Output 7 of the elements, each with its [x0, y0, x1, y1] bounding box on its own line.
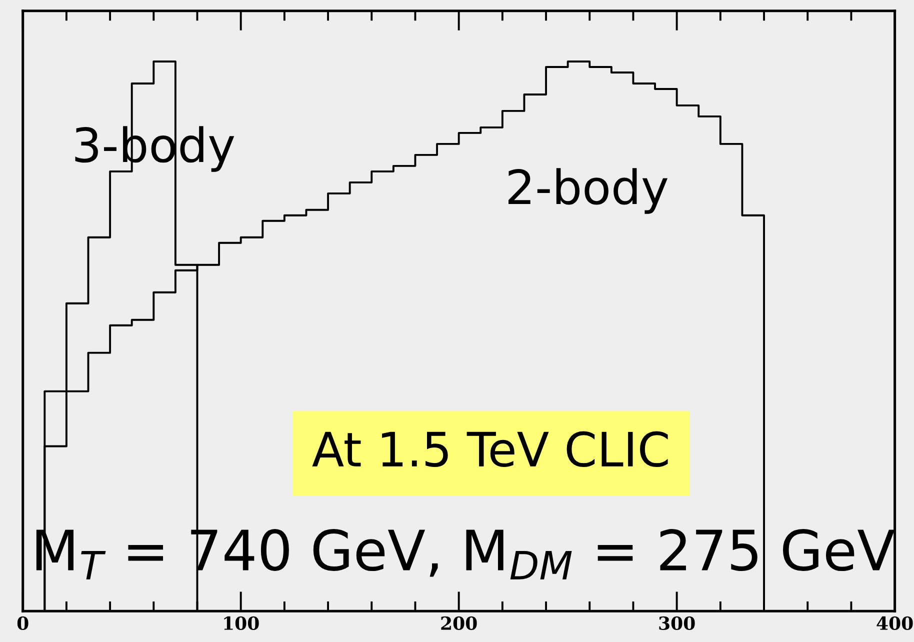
x-tick-label: 100	[224, 616, 259, 630]
x-tick-label: 0	[17, 616, 28, 630]
x-tick-label: 200	[441, 616, 477, 630]
annotation: At 1.5 TeV CLIC	[312, 431, 668, 468]
x-tick-label: 300	[659, 616, 695, 630]
series-label: 2-body	[508, 168, 668, 214]
x-tick-label: 400	[876, 616, 913, 630]
